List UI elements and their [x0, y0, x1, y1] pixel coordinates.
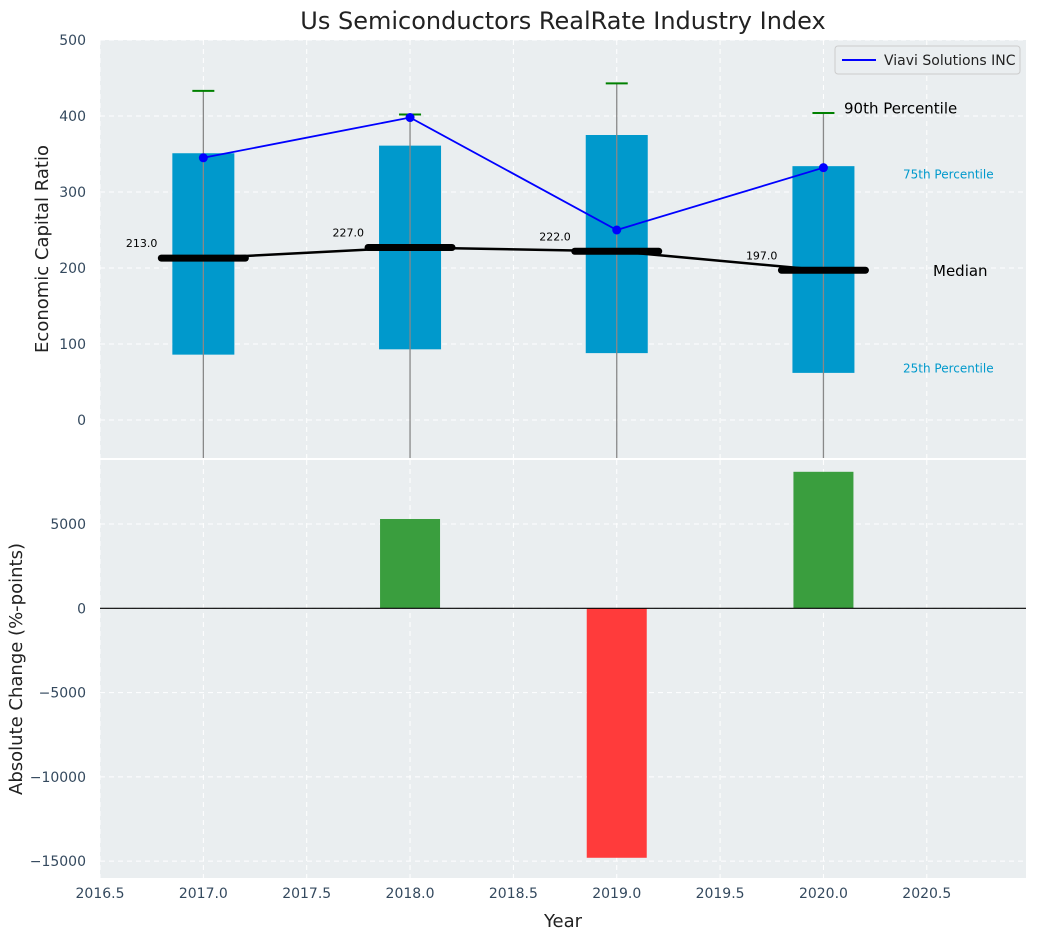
annotation-25th-percentile: 25th Percentile — [903, 361, 994, 375]
bottom-y-tick-label: −5000 — [39, 686, 86, 702]
x-tick-label: 2016.5 — [76, 886, 125, 902]
x-axis-label: Year — [543, 911, 583, 932]
bottom-y-axis-label: Absolute Change (%-points) — [6, 543, 27, 795]
bottom-y-tick-label: 5000 — [50, 517, 86, 533]
median-value-label: 213.0 — [126, 237, 158, 250]
change-bar — [586, 608, 647, 858]
legend-box — [834, 45, 1021, 75]
legend: Viavi Solutions INC — [834, 45, 1021, 75]
x-tick-label: 2020.5 — [902, 886, 951, 902]
x-tick-label: 2019.0 — [592, 886, 641, 902]
median-value-label: 197.0 — [746, 249, 778, 262]
bottom-y-tick-label: −10000 — [30, 770, 86, 786]
change-bar — [793, 471, 854, 609]
bottom-y-tick-label: −15000 — [30, 854, 86, 870]
change-bar — [380, 518, 441, 609]
legend-label: Viavi Solutions INC — [884, 53, 1016, 69]
median-value-label: 227.0 — [333, 226, 365, 239]
series-point — [818, 163, 828, 173]
top-y-tick-label: 500 — [59, 33, 86, 49]
bottom-plot-background — [100, 460, 1026, 878]
top-y-tick-label: 100 — [59, 337, 86, 353]
annotation-median: Median — [933, 262, 988, 280]
series-point — [198, 153, 208, 163]
series-point — [405, 113, 415, 123]
x-tick-label: 2017.0 — [179, 886, 228, 902]
top-y-tick-label: 0 — [77, 413, 86, 429]
x-tick-label: 2018.5 — [489, 886, 538, 902]
x-tick-label: 2017.5 — [282, 886, 331, 902]
top-y-tick-label: 300 — [59, 185, 86, 201]
x-tick-label: 2019.5 — [696, 886, 745, 902]
top-plot-background — [100, 40, 1026, 458]
x-tick-label: 2020.0 — [799, 886, 848, 902]
series-point — [612, 225, 622, 235]
x-tick-label: 2018.0 — [386, 886, 435, 902]
top-y-axis-label: Economic Capital Ratio — [32, 145, 53, 353]
chart-title: Us Semiconductors RealRate Industry Inde… — [300, 7, 825, 35]
median-line — [203, 246, 824, 272]
median-value-label: 222.0 — [539, 230, 571, 243]
annotation-90th-percentile: 90th Percentile — [844, 99, 957, 117]
top-y-tick-label: 400 — [59, 109, 86, 125]
annotation-75th-percentile: 75th Percentile — [903, 168, 994, 182]
series-line — [203, 116, 824, 231]
bottom-y-tick-label: 0 — [77, 601, 86, 617]
top-y-tick-label: 200 — [59, 261, 86, 277]
